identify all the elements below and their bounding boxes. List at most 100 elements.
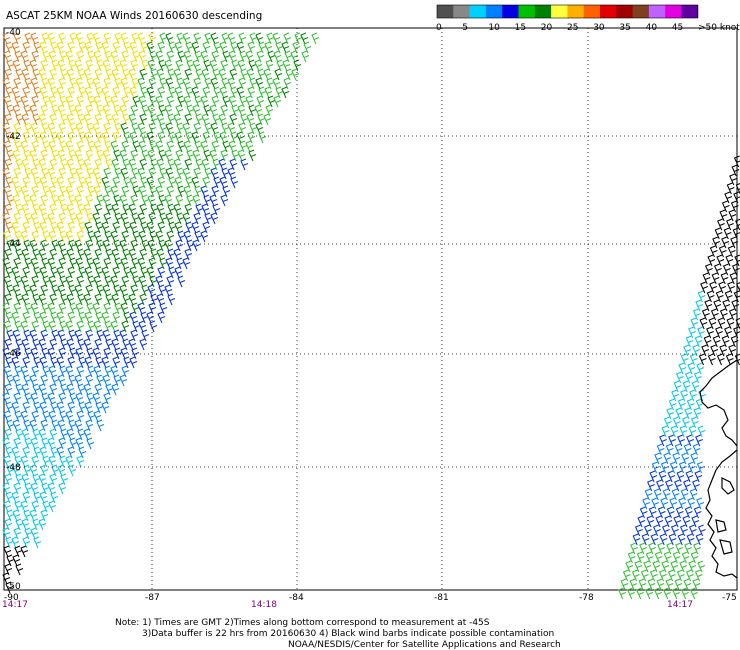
wind-barb: [5, 491, 14, 504]
wind-barb: [38, 248, 47, 261]
wind-barb: [103, 212, 112, 225]
wind-barb: [663, 452, 672, 465]
wind-barb: [122, 203, 131, 216]
wind-barb: [139, 338, 148, 351]
legend-swatch: [648, 5, 666, 18]
wind-barb: [173, 248, 182, 261]
wind-barb: [643, 560, 652, 573]
wind-barb: [281, 41, 290, 54]
wind-barb: [702, 272, 711, 285]
wind-barb: [13, 122, 22, 135]
wind-barb: [221, 122, 230, 135]
wind-barb: [42, 365, 51, 378]
wind-barb: [112, 356, 121, 369]
wind-barb: [728, 308, 737, 321]
wind-barb: [76, 50, 85, 63]
wind-barb: [112, 131, 121, 144]
wind-barb: [679, 524, 688, 537]
wind-barb: [78, 266, 87, 279]
wind-barb: [177, 95, 186, 108]
wind-barb: [191, 221, 200, 234]
wind-barb: [86, 212, 95, 225]
wind-barb: [183, 230, 192, 243]
wind-barb: [42, 455, 51, 468]
wind-barb: [56, 311, 65, 324]
wind-barb: [6, 419, 15, 432]
wind-barb: [22, 401, 31, 414]
wind-barb: [137, 257, 146, 270]
wind-barb: [168, 266, 177, 279]
wind-barb: [714, 227, 723, 240]
wind-barb: [67, 446, 76, 459]
wind-barb: [121, 320, 130, 333]
wind-barb: [105, 203, 114, 216]
wind-barb: [651, 461, 660, 474]
wind-barb: [672, 452, 681, 465]
wind-barb: [42, 500, 51, 513]
wind-barb: [175, 104, 184, 117]
wind-barb: [47, 212, 56, 225]
coastline-path: [699, 359, 738, 579]
wind-barb: [132, 140, 141, 153]
wind-barb: [31, 50, 40, 63]
wind-barb: [704, 299, 713, 312]
wind-barb: [6, 104, 15, 117]
wind-barb: [111, 203, 120, 216]
wind-barb: [219, 41, 228, 54]
wind-barb: [83, 338, 92, 351]
wind-barb: [56, 446, 65, 459]
wind-barb: [3, 230, 12, 243]
wind-barb: [93, 410, 102, 423]
wind-barb: [167, 248, 176, 261]
wind-barb: [185, 41, 194, 54]
wind-barb: [39, 401, 48, 414]
wind-barb: [255, 77, 264, 90]
wind-barb: [718, 281, 726, 294]
wind-barb: [227, 122, 236, 135]
wind-barb: [255, 122, 264, 135]
wind-barb: [24, 482, 33, 495]
wind-barb: [112, 86, 121, 99]
wind-barb: [92, 122, 101, 135]
wind-barb: [283, 77, 292, 90]
wind-barb: [12, 284, 21, 297]
wind-barb: [733, 290, 740, 303]
wind-barb: [641, 533, 650, 546]
wind-barb: [220, 149, 229, 162]
wind-barb: [50, 176, 59, 189]
wind-barb: [20, 500, 29, 513]
wind-barb: [140, 131, 149, 144]
wind-barb: [96, 59, 105, 72]
wind-barb: [21, 68, 30, 81]
wind-barb: [13, 437, 22, 450]
wind-barb: [211, 185, 220, 198]
wind-barb: [131, 212, 140, 225]
wind-barb: [29, 194, 38, 207]
wind-barb: [20, 365, 29, 378]
wind-barb: [12, 194, 21, 207]
wind-barb: [20, 275, 29, 288]
wind-barb: [49, 428, 58, 441]
wind-barb: [105, 158, 114, 171]
wind-barb: [176, 122, 185, 135]
wind-barb: [67, 176, 76, 189]
wind-barb: [33, 536, 42, 549]
wind-barb: [101, 311, 110, 324]
wind-barb: [65, 410, 74, 423]
legend-swatch: [567, 5, 585, 18]
wind-barb: [6, 374, 15, 387]
wind-barb: [42, 230, 51, 243]
wind-barb: [692, 308, 701, 321]
wind-barb: [96, 419, 105, 432]
wind-barb: [2, 122, 11, 135]
wind-barb: [130, 149, 139, 162]
wind-barb: [15, 428, 24, 441]
legend-swatch: [551, 5, 568, 18]
wind-barb: [267, 50, 276, 63]
wind-barb: [719, 344, 728, 357]
wind-barb: [87, 95, 96, 108]
wind-barb: [688, 326, 696, 339]
wind-barb: [164, 284, 173, 297]
wind-barb: [11, 536, 20, 549]
wind-barb: [60, 68, 69, 81]
